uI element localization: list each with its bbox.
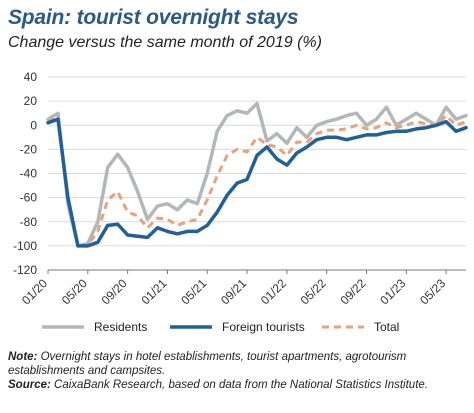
y-tick-label: -100 <box>13 239 37 253</box>
x-tick-label: 05/22 <box>298 276 329 307</box>
series-lines <box>46 101 468 248</box>
x-tick-label: 01/21 <box>138 276 169 307</box>
x-tick-label: 05/21 <box>178 276 209 307</box>
source-line: Source: CaixaBank Research, based on dat… <box>8 378 468 392</box>
x-axis: 01/20 05/20 09/20 01/21 05/21 09/21 01/22 05/22… <box>19 269 466 307</box>
note-line: Note: Overnight stays in hotel establish… <box>8 350 468 378</box>
legend-label-total: Total <box>374 320 399 334</box>
y-tick-label: -20 <box>20 142 38 156</box>
legend-label-residents: Residents <box>94 320 147 334</box>
y-axis: 40 20 0 -20 -40 -60 -80 -100 -120 <box>13 70 37 277</box>
x-tick-label: 01/22 <box>258 276 289 307</box>
note-text: Overnight stays in hotel establishments,… <box>8 351 407 377</box>
note-label: Note: <box>8 351 38 363</box>
y-tick-label: -40 <box>20 167 38 181</box>
source-label: Source: <box>8 379 51 391</box>
series-line-total <box>47 114 467 248</box>
y-tick-label: 0 <box>30 118 37 132</box>
x-tick-label: 09/22 <box>337 276 368 307</box>
x-tick-label: 05/20 <box>59 276 90 307</box>
chart-subtitle: Change versus the same month of 2019 (%) <box>8 34 322 51</box>
y-tick-label: 20 <box>24 94 38 108</box>
series-line-foreign-tourists <box>46 117 468 248</box>
chart-notes: Note: Overnight stays in hotel establish… <box>8 350 468 392</box>
y-tick-label: -60 <box>20 191 38 205</box>
source-text: CaixaBank Research, based on data from t… <box>54 379 428 391</box>
y-tick-label: 40 <box>24 70 38 84</box>
legend: Residents Foreign tourists Total <box>42 320 399 334</box>
line-chart: 40 20 0 -20 -40 -60 -80 -100 -120 01/20 05/20 09/2… <box>13 70 468 334</box>
series-line-residents <box>46 101 468 248</box>
x-tick-label: 05/23 <box>417 276 448 307</box>
x-tick-label: 09/20 <box>99 276 130 307</box>
x-tick-label: 01/20 <box>19 276 50 307</box>
y-tick-label: -80 <box>20 215 38 229</box>
legend-label-foreign-tourists: Foreign tourists <box>222 320 305 334</box>
chart-title: Spain: tourist overnight stays <box>8 6 299 29</box>
x-tick-label: 01/23 <box>377 276 408 307</box>
y-tick-label: -120 <box>13 263 37 277</box>
x-tick-label: 09/21 <box>218 276 249 307</box>
